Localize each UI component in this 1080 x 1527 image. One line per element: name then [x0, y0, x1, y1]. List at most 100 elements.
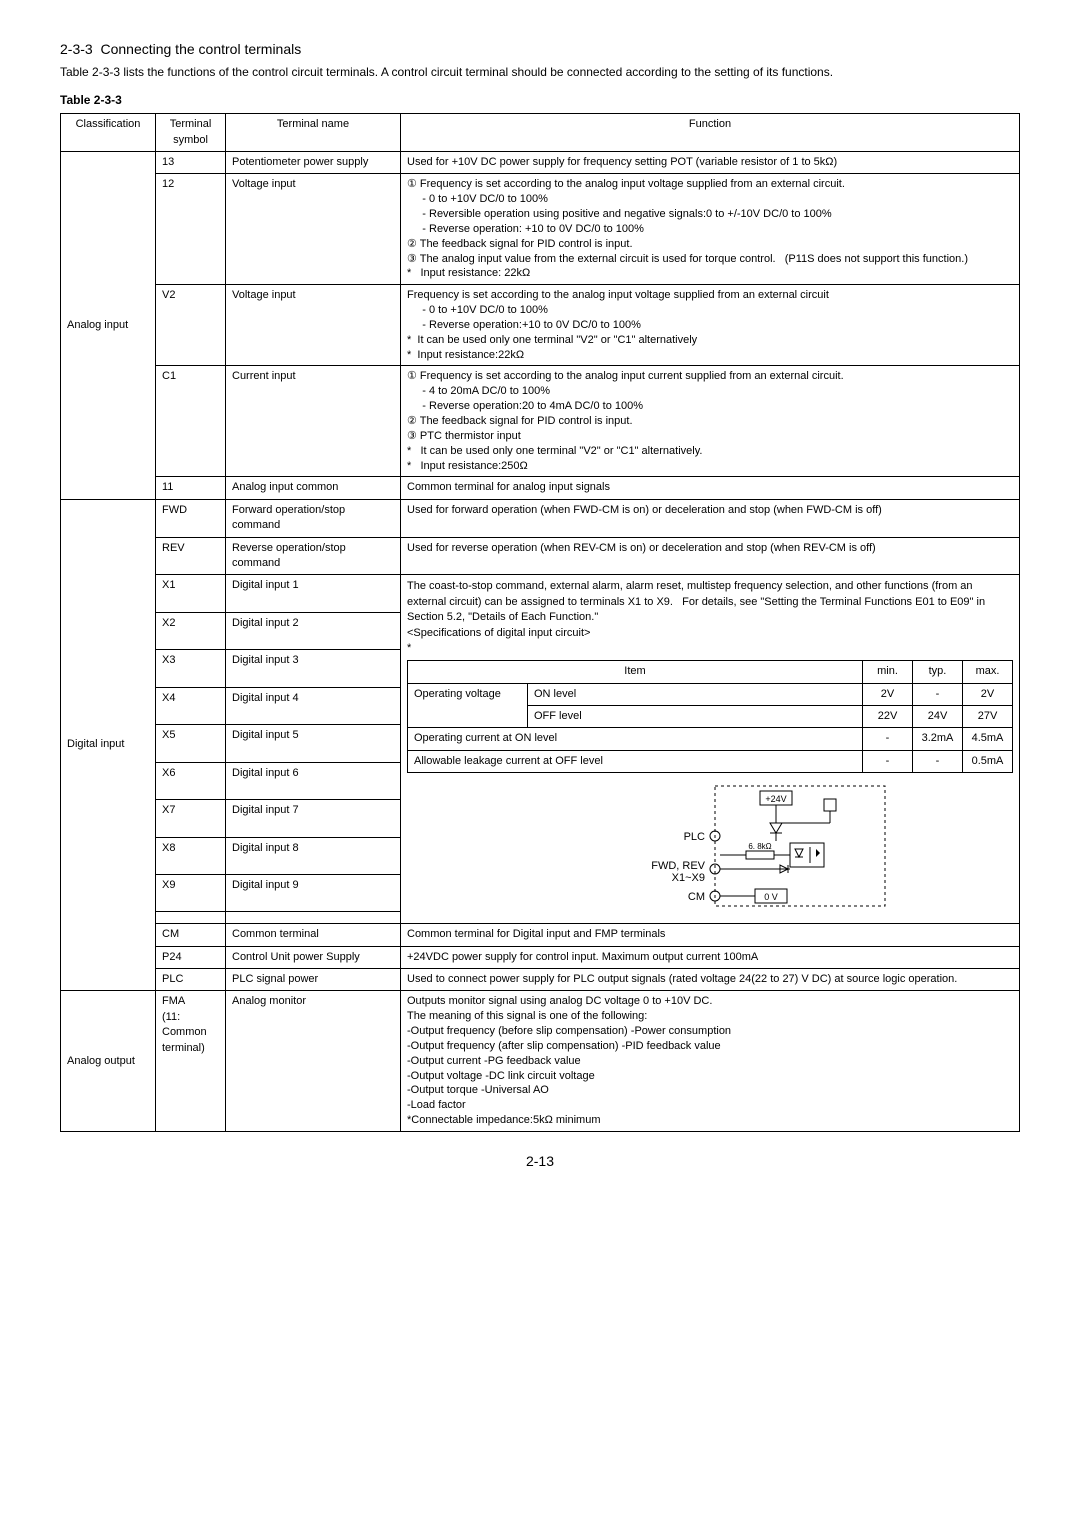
cell-symbol: X6: [156, 762, 226, 799]
diagram-label-24v: +24V: [765, 794, 786, 804]
diagram-label-cm: CM: [688, 891, 705, 903]
table-header-row: Classification Terminal symbol Terminal …: [61, 114, 1020, 152]
section-number: 2-3-3: [60, 41, 93, 57]
cell-symbol: PLC: [156, 969, 226, 991]
spec-cell: 24V: [913, 706, 963, 728]
cell-name: Digital input 5: [226, 725, 401, 762]
cell-symbol: FMA (11: Common terminal): [156, 991, 226, 1132]
cell-name: Current input: [226, 366, 401, 477]
spec-cell: 27V: [963, 706, 1013, 728]
cell-name: Digital input 8: [226, 837, 401, 874]
table-label: Table 2-3-3: [60, 92, 1020, 109]
cell-symbol: X5: [156, 725, 226, 762]
table-row: 12 Voltage input ① Frequency is set acco…: [61, 174, 1020, 285]
cell-function: ① Frequency is set according to the anal…: [401, 174, 1020, 285]
spec-cell: 22V: [863, 706, 913, 728]
cell-symbol: X3: [156, 650, 226, 687]
cell-symbol: X8: [156, 837, 226, 874]
x1x9-note: The coast-to-stop command, external alar…: [407, 579, 1013, 656]
spec-cell: -: [863, 750, 913, 772]
cell-symbol: X7: [156, 800, 226, 837]
cell-name: Digital input 4: [226, 687, 401, 724]
cell-name: Common terminal: [226, 924, 401, 946]
spec-cell: Allowable leakage current at OFF level: [408, 750, 863, 772]
cell-symbol: 11: [156, 477, 226, 499]
cell-function: Common terminal for analog input signals: [401, 477, 1020, 499]
class-digital-input: Digital input: [61, 499, 156, 991]
cell-name: Potentiometer power supply: [226, 151, 401, 173]
spec-cell: -: [863, 728, 913, 750]
spec-header-item: Item: [408, 661, 863, 683]
circuit-svg: +24V PLC 6. 8kΩ: [530, 781, 890, 911]
cell-function: Used for +10V DC power supply for freque…: [401, 151, 1020, 173]
cell-function-x1x9: The coast-to-stop command, external alar…: [401, 575, 1020, 924]
spec-cell: Operating current at ON level: [408, 728, 863, 750]
diagram-label-fwdrev: FWD, REV: [651, 860, 705, 872]
cell-symbol: 13: [156, 151, 226, 173]
table-row: X1 Digital input 1 The coast-to-stop com…: [61, 575, 1020, 612]
cell-function: Used for forward operation (when FWD-CM …: [401, 499, 1020, 537]
spec-cell: 2V: [963, 683, 1013, 705]
cell-name: Digital input 2: [226, 612, 401, 649]
cell-name: Analog input common: [226, 477, 401, 499]
cell-symbol: X2: [156, 612, 226, 649]
cell-name: [226, 912, 401, 924]
table-row: P24 Control Unit power Supply +24VDC pow…: [61, 946, 1020, 968]
cell-name: Voltage input: [226, 285, 401, 366]
spec-header-max: max.: [963, 661, 1013, 683]
circuit-diagram: +24V PLC 6. 8kΩ: [407, 773, 1013, 919]
table-row: CM Common terminal Common terminal for D…: [61, 924, 1020, 946]
cell-symbol: X9: [156, 874, 226, 911]
spec-table: Item min. typ. max. Operating voltage ON…: [407, 660, 1013, 773]
cell-name: Digital input 6: [226, 762, 401, 799]
header-function: Function: [401, 114, 1020, 152]
section-title-text: Connecting the control terminals: [100, 41, 301, 57]
cell-function: Used to connect power supply for PLC out…: [401, 969, 1020, 991]
header-classification: Classification: [61, 114, 156, 152]
cell-name: Analog monitor: [226, 991, 401, 1132]
spec-cell: OFF level: [528, 706, 863, 728]
cell-function: Frequency is set according to the analog…: [401, 285, 1020, 366]
diagram-label-x1x9: X1~X9: [672, 872, 705, 884]
cell-symbol: X1: [156, 575, 226, 612]
cell-name: Forward operation/stop command: [226, 499, 401, 537]
table-row: Analog input 13 Potentiometer power supp…: [61, 151, 1020, 173]
header-name: Terminal name: [226, 114, 401, 152]
cell-name: Reverse operation/stop command: [226, 537, 401, 575]
table-row: REV Reverse operation/stop command Used …: [61, 537, 1020, 575]
spec-cell: Operating voltage: [408, 683, 528, 728]
section-intro: Table 2-3-3 lists the functions of the c…: [60, 64, 1020, 81]
cell-symbol: [156, 912, 226, 924]
spec-cell: 4.5mA: [963, 728, 1013, 750]
table-row: Analog output FMA (11: Common terminal) …: [61, 991, 1020, 1132]
cell-name: Digital input 1: [226, 575, 401, 612]
table-row: Digital input FWD Forward operation/stop…: [61, 499, 1020, 537]
table-row: V2 Voltage input Frequency is set accord…: [61, 285, 1020, 366]
cell-function: Used for reverse operation (when REV-CM …: [401, 537, 1020, 575]
cell-name: Digital input 9: [226, 874, 401, 911]
cell-symbol: C1: [156, 366, 226, 477]
class-analog-input: Analog input: [61, 151, 156, 499]
spec-header-typ: typ.: [913, 661, 963, 683]
cell-name: PLC signal power: [226, 969, 401, 991]
spec-header-min: min.: [863, 661, 913, 683]
cell-function: ① Frequency is set according to the anal…: [401, 366, 1020, 477]
cell-symbol: V2: [156, 285, 226, 366]
spec-cell: -: [913, 750, 963, 772]
cell-name: Digital input 7: [226, 800, 401, 837]
header-symbol: Terminal symbol: [156, 114, 226, 152]
cell-function: +24VDC power supply for control input. M…: [401, 946, 1020, 968]
spec-cell: 3.2mA: [913, 728, 963, 750]
table-row: PLC PLC signal power Used to connect pow…: [61, 969, 1020, 991]
spec-cell: -: [913, 683, 963, 705]
spec-cell: 0.5mA: [963, 750, 1013, 772]
cell-symbol: 12: [156, 174, 226, 285]
cell-function: Common terminal for Digital input and FM…: [401, 924, 1020, 946]
cell-name: Control Unit power Supply: [226, 946, 401, 968]
cell-name: Digital input 3: [226, 650, 401, 687]
section-heading: 2-3-3 Connecting the control terminals: [60, 40, 1020, 60]
cell-symbol: REV: [156, 537, 226, 575]
cell-function: Outputs monitor signal using analog DC v…: [401, 991, 1020, 1132]
diagram-label-res: 6. 8kΩ: [748, 842, 771, 851]
cell-symbol: X4: [156, 687, 226, 724]
